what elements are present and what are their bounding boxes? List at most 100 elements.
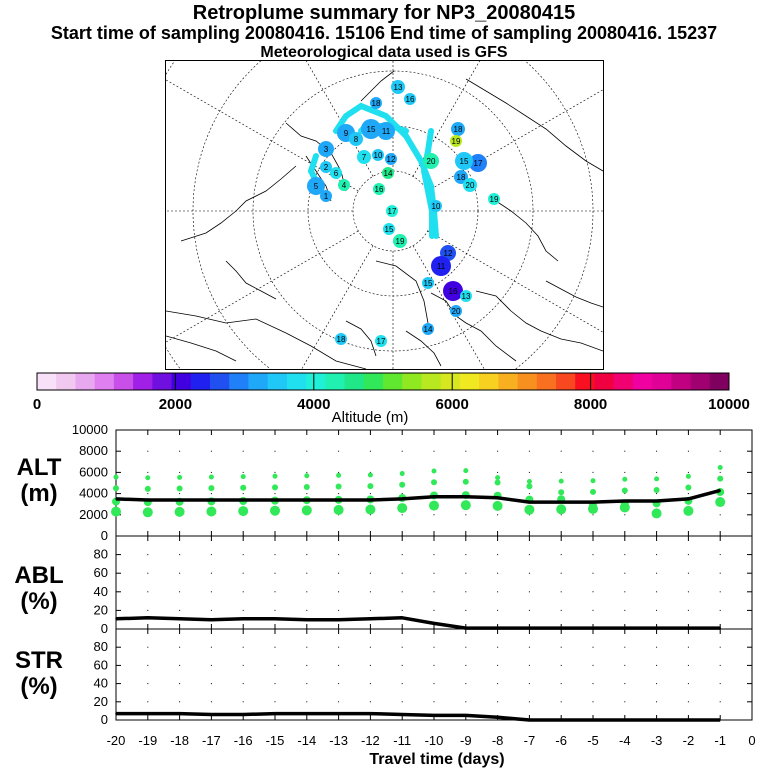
- coastline: [180, 165, 297, 242]
- alt-data-point: [592, 501, 594, 503]
- plume-centroid-marker: [349, 132, 363, 146]
- plume-centroid-marker: [338, 179, 350, 191]
- plume-centroid-marker: [450, 135, 462, 147]
- colorbar-tick-label: 6000: [436, 396, 469, 413]
- str-data-point: [210, 713, 213, 716]
- colorbar-swatch: [498, 373, 519, 390]
- plume-centroid-marker: [443, 281, 463, 301]
- colorbar-swatch: [75, 373, 96, 390]
- altitude-spread-marker: [492, 500, 503, 511]
- altitude-spread-marker: [495, 475, 501, 481]
- y-tick-label: 40: [94, 676, 108, 691]
- colorbar-tick-label: 0: [33, 396, 41, 413]
- day-label: 12: [444, 249, 453, 258]
- colorbar-swatch: [594, 373, 615, 390]
- alt-data-point: [528, 501, 531, 503]
- altitude-spread-marker: [208, 474, 214, 480]
- alt-data-point: [274, 499, 276, 501]
- abl-data-point: [274, 617, 276, 620]
- abl-data-point: [242, 617, 244, 620]
- plume-centroid-marker: [377, 122, 395, 140]
- y-tick-label: 8000: [79, 443, 108, 458]
- plume-centroid-marker: [385, 153, 397, 165]
- day-label: 3: [324, 145, 329, 154]
- plume-centroid-marker: [330, 167, 342, 179]
- plume-centroid-marker: [431, 256, 451, 276]
- colorbar-swatch: [632, 373, 653, 390]
- abl-data-point: [655, 627, 658, 629]
- y-tick-label: 4000: [79, 486, 108, 501]
- longitude-line: [427, 230, 603, 333]
- day-label: 15: [460, 157, 469, 166]
- colorbar-swatch: [210, 373, 230, 390]
- x-tick-label: -7: [524, 733, 536, 748]
- x-tick-label: -15: [266, 733, 285, 748]
- altitude-spread-marker: [431, 468, 437, 474]
- plume-centroid-marker: [370, 97, 382, 109]
- polar-map: 13 18 16 15 11 9 8 7 10 12 3 2 6 5 1 4 14 16 17 15 19 20 18 19 1…: [165, 60, 604, 370]
- panel-frame: [115, 535, 753, 630]
- str-data-point: [719, 719, 721, 721]
- altitude-spread-marker: [429, 500, 439, 511]
- abl-data-point: [369, 617, 372, 620]
- altitude-spread-marker: [397, 503, 408, 514]
- colorbar-swatch: [709, 373, 730, 390]
- colorbar-swatch: [133, 373, 153, 390]
- x-tick-label: -16: [234, 733, 253, 748]
- x-tick-label: -14: [297, 733, 316, 748]
- str-data-point: [306, 712, 308, 715]
- day-label: 18: [454, 125, 463, 134]
- plume-centroid-marker: [450, 305, 462, 317]
- colorbar-tick-label: 2000: [159, 396, 192, 413]
- str-series-line: [116, 711, 721, 722]
- day-label: 10: [374, 151, 383, 160]
- abl-data-point: [624, 627, 626, 629]
- str-data-point: [624, 719, 626, 721]
- altitude-spread-marker: [367, 483, 374, 490]
- x-tick-label: -8: [492, 733, 504, 748]
- altitude-spread-marker: [333, 504, 344, 515]
- altitude-spread-marker: [590, 478, 596, 484]
- abl-data-point: [306, 618, 308, 621]
- plume-centroid-marker: [361, 119, 381, 139]
- y-tick-label: 10000: [72, 422, 108, 437]
- colorbar-swatch: [229, 373, 249, 390]
- plume-centroid-marker: [391, 80, 405, 94]
- colorbar-swatch: [113, 373, 134, 390]
- coastline: [430, 292, 517, 362]
- altitude-spread-marker: [270, 505, 280, 516]
- colorbar-swatch: [171, 373, 192, 390]
- abl-axis-label: ABL (%): [4, 563, 74, 615]
- altitude-spread-marker: [303, 483, 310, 490]
- str-data-point: [592, 719, 594, 721]
- colorbar-swatch: [363, 373, 384, 390]
- altitude-colorbar: 0 2000 4000 6000 8000 10000 Altitude (m): [33, 372, 750, 426]
- colorbar-swatch: [575, 373, 595, 390]
- plume-centroid-marker: [375, 335, 387, 347]
- altitude-spread-marker: [240, 474, 246, 480]
- colorbar-swatch: [248, 373, 269, 390]
- y-tick-label: 2000: [79, 507, 108, 522]
- figure-title: Retroplume summary for NP3_20080415: [192, 2, 576, 24]
- abl-data-point: [210, 618, 213, 621]
- colorbar-axis-label: Altitude (m): [332, 409, 409, 426]
- colorbar-swatch: [286, 373, 307, 390]
- alt-data-point: [147, 499, 149, 501]
- abl-label-line2: (%): [20, 588, 58, 615]
- altitude-spread-marker: [431, 479, 437, 486]
- colorbar-tick-label: 4000: [297, 396, 330, 413]
- altitude-spread-marker: [653, 487, 660, 494]
- alt-data-point: [719, 489, 721, 492]
- abl-data-point: [147, 617, 149, 619]
- plume-centroid-marker: [383, 223, 395, 235]
- altitude-spread-marker: [558, 489, 565, 496]
- day-label: 12: [387, 155, 396, 164]
- y-tick-label: 20: [94, 602, 108, 617]
- plume-centroid-marker: [320, 190, 332, 202]
- colorbar-swatch: [459, 373, 480, 390]
- x-axis-label: Travel time (days): [369, 751, 504, 768]
- str-label-line1: STR: [15, 647, 63, 674]
- altitude-spread-marker: [526, 483, 533, 490]
- day-label: 5: [314, 182, 319, 191]
- coastline: [345, 320, 377, 357]
